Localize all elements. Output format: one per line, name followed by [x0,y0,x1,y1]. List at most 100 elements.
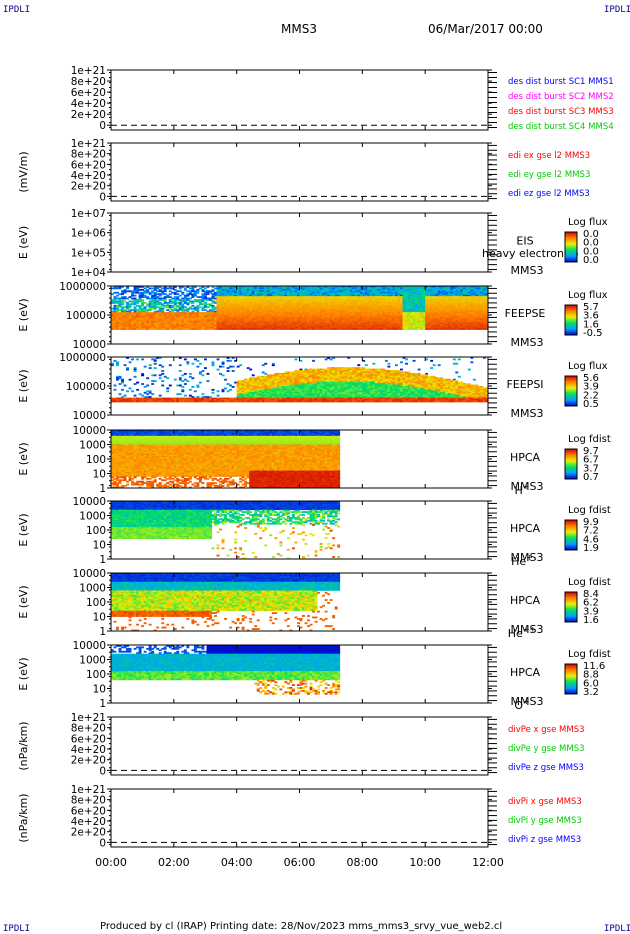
heat-cell [302,310,305,313]
heat-cell [251,299,255,301]
heat-cell [269,304,273,307]
heat-cell [249,309,253,312]
heat-cell [201,307,205,310]
heat-cell [191,286,195,288]
heat-cell [254,291,258,294]
heat-cell [203,312,207,314]
heat-cell [226,301,230,304]
y-tick-label: 100000 [66,310,106,322]
heat-cell [198,287,202,290]
heat-cell [307,309,310,312]
heat-cell [296,325,300,327]
heat-cell [309,303,313,306]
heat-cell [457,328,461,330]
heat-cell [116,286,119,288]
heat-cell [299,319,303,322]
heat-cell [196,323,200,326]
heat-cell [392,328,396,330]
heat-cell [274,309,278,312]
heat-cell [181,309,185,312]
heat-cell [153,323,157,326]
heat-cell [123,317,127,320]
heat-cell [136,301,140,304]
heat-cell [279,303,283,306]
heat-cell [156,319,160,322]
heat-cell [279,299,283,301]
heat-cell [254,294,258,297]
heat-cell [161,303,165,306]
heat-cell [344,328,348,330]
heat-cell [224,296,228,298]
heat-cell [163,306,167,309]
heat-cell [156,296,160,298]
heat-cell [206,320,210,323]
heat-cell [219,299,222,301]
heat-cell [284,322,288,325]
heat-cell [214,325,217,327]
heat-cell [244,293,248,296]
heat-cell [276,296,280,298]
heat-cell [163,315,167,317]
heat-cell [209,316,212,319]
heat-cell [294,303,298,306]
heat-cell [153,400,157,403]
heat-cell [269,310,273,313]
heat-cell [302,291,305,294]
heat-cell [264,297,268,300]
heat-cell [121,400,124,403]
heat-cell [281,328,285,330]
heat-cell [291,307,295,310]
heat-cell [148,367,152,369]
heat-cell [216,322,220,325]
heat-cell [279,309,283,312]
heat-cell [156,316,160,319]
heat-cell [256,309,260,312]
heat-cell [146,316,150,319]
heat-cell [181,328,185,330]
heat-cell [171,326,175,329]
heat-cell [309,294,313,297]
heat-cell [266,296,270,298]
heat-cell [261,291,265,294]
heat-cell [231,323,235,326]
heat-cell [156,315,160,317]
heat-cell [261,294,265,297]
heat-cell [259,309,263,312]
heat-cell [244,304,248,307]
heat-cell [246,315,250,317]
heat-cell [402,328,406,330]
heat-cell [246,309,250,312]
heat-cell [211,319,215,322]
heat-cell [146,317,150,320]
heat-cell [264,306,268,309]
heat-cell [284,301,288,304]
heat-cell [141,300,145,303]
heat-cell [304,306,308,309]
heat-cell [131,317,135,320]
heat-cell [284,323,288,326]
heat-cell [206,286,210,288]
heat-cell [158,315,162,317]
heat-cell [274,322,278,325]
heat-cell [116,323,119,326]
heat-cell [241,306,245,309]
heat-cell [256,316,260,319]
heat-cell [254,307,258,310]
heat-cell [151,323,155,326]
heat-cell [317,328,320,330]
heat-cell [163,304,167,307]
heat-cell [314,293,318,296]
heat-cell [118,297,122,300]
heat-cell [307,313,310,316]
heat-cell [214,307,217,310]
heat-cell [113,307,117,310]
heat-cell [191,300,195,303]
heat-cell [126,316,129,319]
heat-cell [256,307,260,310]
colorbar-tick-label: 0.0 [583,238,599,249]
heat-cell [269,323,273,326]
heat-cell [138,286,142,288]
heat-cell [226,370,230,372]
heat-cell [219,296,222,298]
heat-cell [133,287,137,290]
